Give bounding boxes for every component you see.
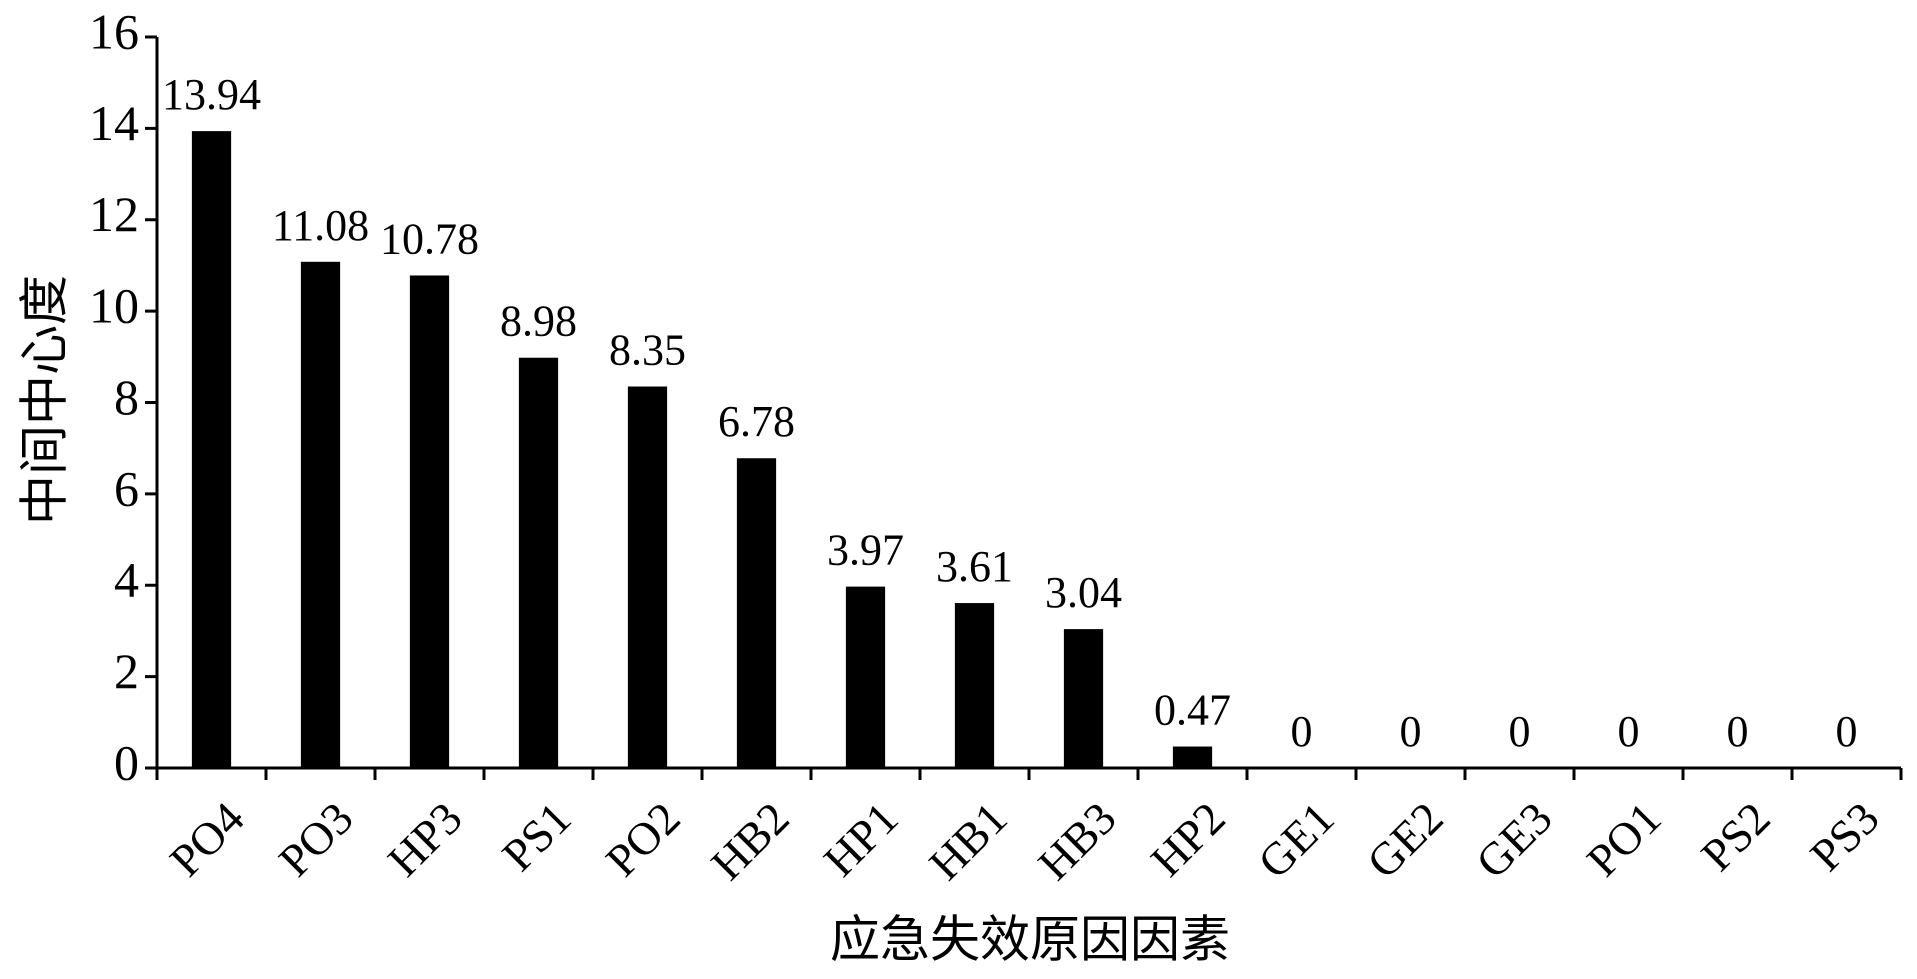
- bar: [845, 586, 886, 768]
- x-tick-label: PO1: [1577, 792, 1671, 886]
- bar: [736, 458, 777, 768]
- x-tick-label: PO4: [160, 792, 254, 886]
- x-tick-label: HP3: [378, 792, 472, 886]
- x-axis-label: 应急失效原因因素: [830, 911, 1230, 967]
- value-label: 8.35: [609, 326, 686, 375]
- x-tick-label: PS2: [1691, 792, 1780, 881]
- value-label: 3.61: [936, 542, 1013, 591]
- y-tick-label: 2: [114, 643, 139, 699]
- x-tick-label: GE2: [1357, 792, 1453, 888]
- bar: [300, 261, 341, 768]
- y-tick-label: 14: [89, 95, 139, 151]
- x-tick-label: GE3: [1466, 792, 1562, 888]
- bar: [191, 131, 232, 768]
- value-label: 3.97: [827, 526, 904, 575]
- value-label: 0: [1618, 707, 1640, 756]
- y-axis-label: 中间中心度: [16, 275, 72, 525]
- y-tick-label: 6: [114, 460, 139, 516]
- y-tick-label: 10: [89, 278, 139, 334]
- value-label: 0: [1727, 707, 1749, 756]
- x-tick-label: HP2: [1141, 792, 1235, 886]
- x-tick-label: GE1: [1248, 792, 1344, 888]
- value-label: 0: [1291, 707, 1313, 756]
- y-tick-label: 16: [89, 3, 139, 59]
- bar: [1063, 629, 1104, 768]
- y-tick-label: 0: [114, 734, 139, 790]
- x-tick-label: PS1: [492, 792, 581, 881]
- y-tick-label: 4: [114, 552, 139, 608]
- value-label: 8.98: [500, 297, 577, 346]
- value-label: 0: [1509, 707, 1531, 756]
- value-label: 11.08: [272, 201, 369, 250]
- x-tick-label: HB2: [701, 792, 799, 890]
- x-tick-label: PS3: [1800, 792, 1889, 881]
- value-label: 0.47: [1154, 686, 1231, 735]
- value-label: 0: [1400, 707, 1422, 756]
- bar: [409, 275, 450, 768]
- value-label: 6.78: [718, 397, 795, 446]
- x-tick-label: HP1: [814, 792, 908, 886]
- value-label: 0: [1836, 707, 1858, 756]
- x-tick-label: HB3: [1028, 792, 1126, 890]
- value-label: 3.04: [1045, 568, 1122, 617]
- value-label: 13.94: [162, 70, 261, 119]
- y-tick-label: 8: [114, 369, 139, 425]
- bar: [627, 386, 668, 768]
- bar: [518, 357, 559, 768]
- value-label: 10.78: [380, 214, 479, 263]
- x-tick-label: PO3: [269, 792, 363, 886]
- bar: [954, 603, 995, 768]
- x-tick-label: HB1: [919, 792, 1017, 890]
- x-tick-label: PO2: [596, 792, 690, 886]
- bar: [1172, 746, 1213, 768]
- y-tick-label: 12: [89, 186, 139, 242]
